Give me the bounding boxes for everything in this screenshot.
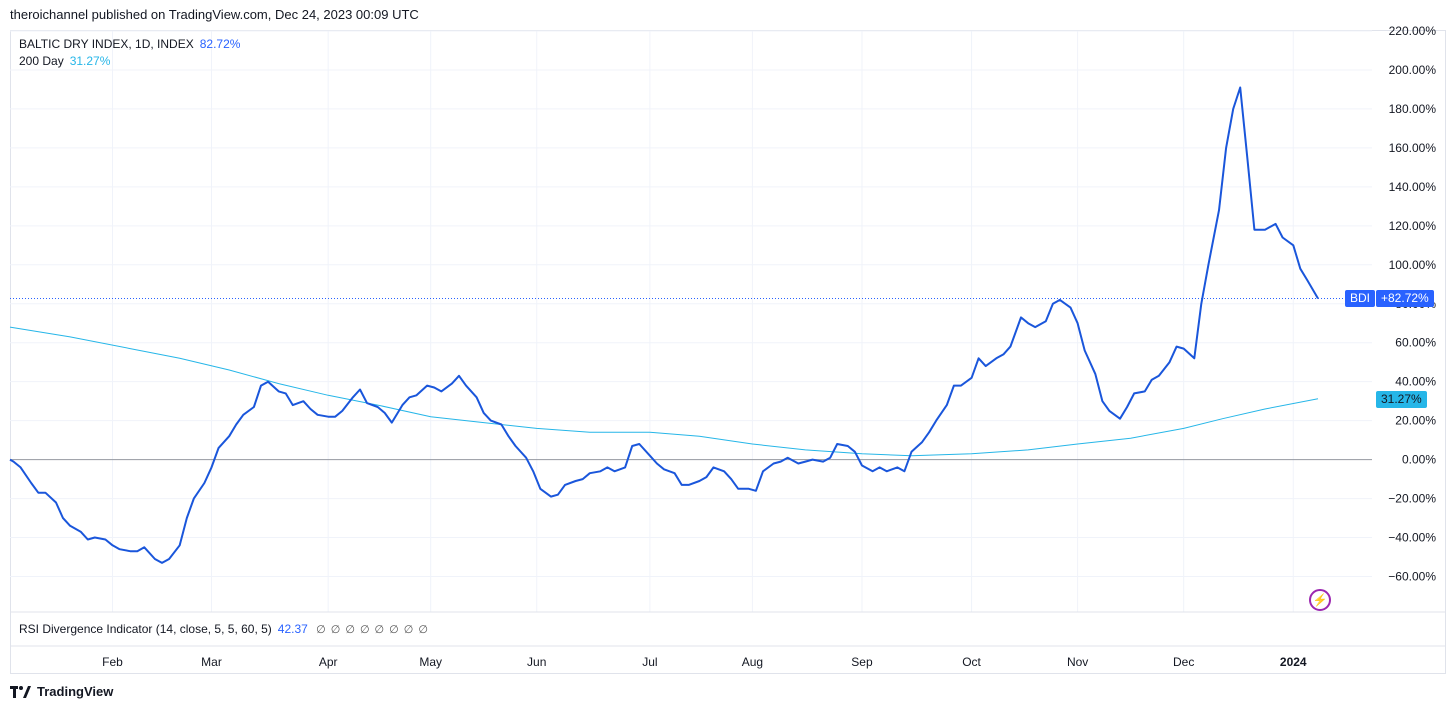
series-line-bdi — [9, 86, 1319, 564]
main-price-tag: +82.72% — [1376, 290, 1434, 307]
footer-brand-label: TradingView — [37, 684, 114, 699]
x-tick-label: 2024 — [1280, 655, 1307, 669]
indicator-empty-value: ∅ — [374, 624, 385, 636]
y-tick-label: 0.00% — [1402, 453, 1436, 467]
indicator-legend[interactable]: RSI Divergence Indicator (14, close, 5, … — [19, 622, 428, 636]
y-tick-label: −60.00% — [1388, 570, 1436, 584]
legend-ma[interactable]: 200 Day 31.27% — [19, 54, 110, 68]
tradingview-logo-icon — [10, 685, 31, 698]
legend-ma-value: 31.27% — [69, 54, 111, 68]
indicator-empty-value: ∅ — [316, 624, 326, 636]
indicator-empty-value: ∅ — [418, 624, 428, 636]
indicator-label: RSI Divergence Indicator (14, close, 5, … — [19, 622, 272, 636]
x-tick-label: Jul — [642, 655, 657, 669]
y-tick-label: 60.00% — [1395, 336, 1436, 350]
x-tick-label: Apr — [319, 655, 338, 669]
x-tick-label: Oct — [962, 655, 981, 669]
legend-main[interactable]: BALTIC DRY INDEX, 1D, INDEX 82.72% — [19, 37, 240, 51]
lightning-icon[interactable]: ⚡ — [1309, 589, 1331, 611]
x-tick-label: Nov — [1067, 655, 1088, 669]
y-tick-label: 200.00% — [1389, 63, 1437, 77]
symbol-price-tag: BDI — [1345, 290, 1376, 307]
x-tick-label: May — [419, 655, 442, 669]
footer-brand[interactable]: TradingView — [10, 684, 113, 699]
y-tick-label: 160.00% — [1389, 141, 1437, 155]
x-tick-label: Sep — [851, 655, 873, 669]
y-tick-label: −40.00% — [1388, 531, 1436, 545]
x-tick-label: Dec — [1173, 655, 1194, 669]
y-tick-label: 100.00% — [1389, 258, 1437, 272]
x-tick-label: Aug — [742, 655, 763, 669]
legend-ma-label: 200 Day — [19, 54, 64, 68]
ma-price-tag: 31.27% — [1376, 391, 1427, 408]
indicator-empty-value: ∅ — [359, 624, 370, 636]
x-tick-label: Mar — [201, 655, 222, 669]
y-tick-label: 120.00% — [1389, 219, 1437, 233]
series-line-200-day — [9, 326, 1319, 457]
indicator-value: 42.37 — [277, 622, 308, 636]
y-tick-label: 220.00% — [1389, 24, 1437, 38]
indicator-empty-value: ∅ — [403, 624, 414, 636]
y-tick-label: 40.00% — [1395, 375, 1436, 389]
legend-main-label: BALTIC DRY INDEX, 1D, INDEX — [19, 37, 194, 51]
y-tick-label: 20.00% — [1395, 414, 1436, 428]
indicator-empty-value: ∅ — [389, 624, 399, 636]
y-tick-label: −20.00% — [1388, 492, 1436, 506]
x-tick-label: Jun — [527, 655, 546, 669]
legend-main-value: 82.72% — [199, 37, 241, 51]
indicator-empty-value: ∅ — [330, 624, 341, 636]
x-tick-label: Feb — [102, 655, 123, 669]
indicator-empty-value: ∅ — [345, 624, 355, 636]
y-tick-label: 140.00% — [1389, 180, 1437, 194]
y-tick-label: 180.00% — [1389, 102, 1437, 116]
publisher-line: theroichannel published on TradingView.c… — [10, 7, 419, 22]
